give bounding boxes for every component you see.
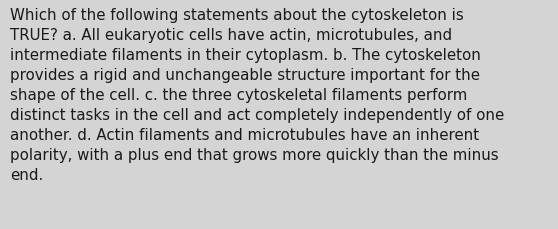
Text: Which of the following statements about the cytoskeleton is
TRUE? a. All eukaryo: Which of the following statements about … <box>10 8 504 183</box>
